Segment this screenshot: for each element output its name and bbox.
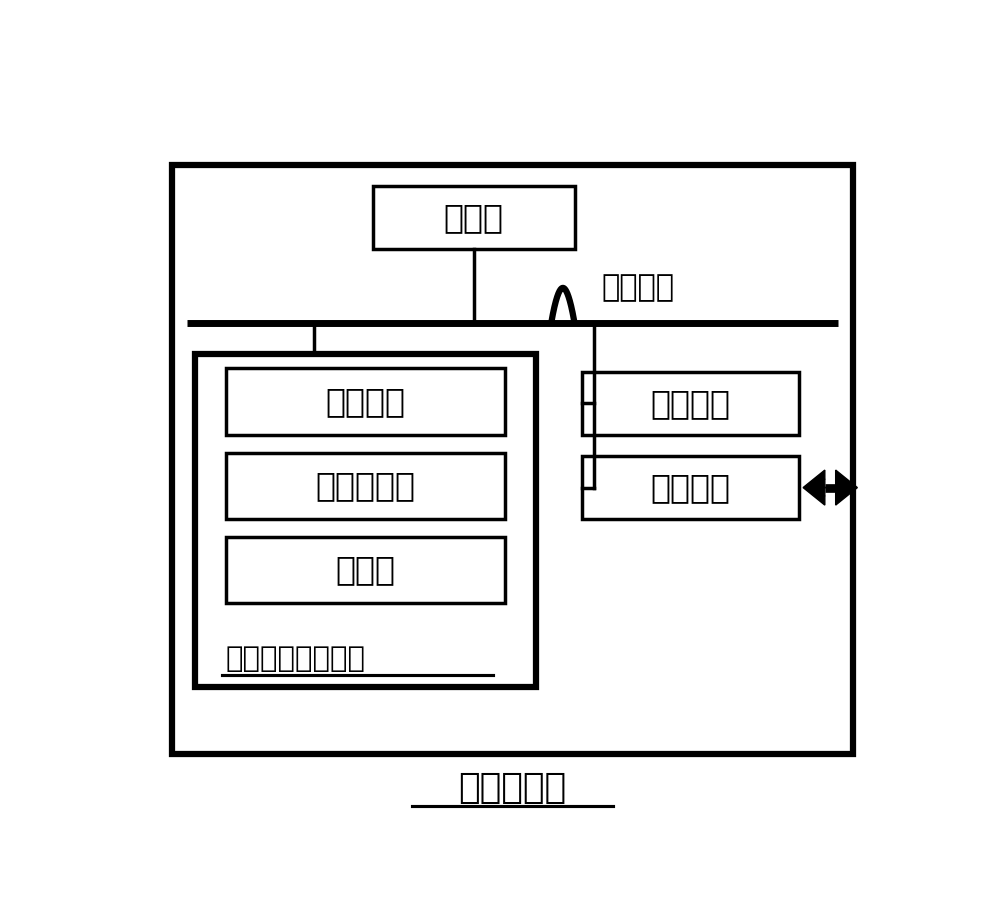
Bar (195, 355, 536, 687)
Polygon shape (836, 470, 857, 505)
Polygon shape (803, 470, 825, 505)
Bar (172, 166, 853, 753)
Text: 处理器: 处理器 (444, 201, 504, 234)
Text: 内存储器: 内存储器 (651, 387, 731, 420)
Bar (226, 452, 505, 519)
Text: 计算机程序: 计算机程序 (315, 470, 415, 502)
Text: 计算机设备: 计算机设备 (458, 772, 567, 805)
Bar (373, 187, 574, 249)
Bar (226, 369, 505, 435)
Text: 操作系统: 操作系统 (325, 385, 405, 419)
Text: 系统总线: 系统总线 (602, 273, 675, 302)
Text: 网络接口: 网络接口 (651, 471, 731, 504)
Text: 数据库: 数据库 (335, 553, 395, 586)
Bar (226, 537, 505, 603)
Bar (582, 372, 799, 435)
Text: 非易失性存储介质: 非易失性存储介质 (226, 645, 366, 673)
Bar (582, 456, 799, 519)
